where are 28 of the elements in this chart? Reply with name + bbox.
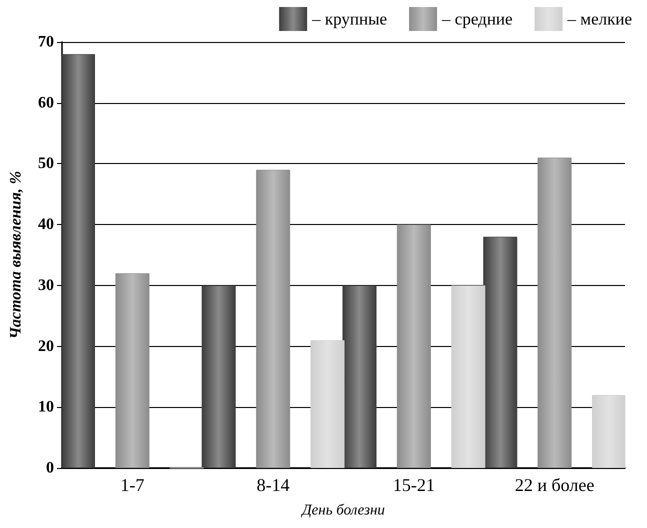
x-axis-title: День болезни xyxy=(300,502,385,518)
bar xyxy=(256,170,290,468)
y-tick-label: 60 xyxy=(38,94,54,112)
bar xyxy=(538,158,572,468)
x-tick-label: 15-21 xyxy=(392,475,435,495)
y-tick-label: 40 xyxy=(38,216,54,234)
bar xyxy=(310,340,345,468)
legend-label: – средние xyxy=(441,10,513,28)
bar xyxy=(396,224,431,468)
bar xyxy=(202,285,236,468)
x-tick-label: 1-7 xyxy=(120,475,144,495)
bar xyxy=(592,394,626,468)
bar xyxy=(115,273,150,468)
x-tick-label: 22 и более xyxy=(514,475,594,495)
y-tick-label: 0 xyxy=(46,460,54,476)
legend-label: – мелкие xyxy=(566,10,632,28)
y-axis-title: Частота выявления, % xyxy=(8,170,24,340)
legend-label: – крупные xyxy=(311,10,388,28)
y-tick-label: 10 xyxy=(38,398,54,416)
y-tick-label: 20 xyxy=(38,338,54,355)
y-tick-label: 70 xyxy=(38,34,54,50)
x-tick-label: 8-14 xyxy=(256,475,290,495)
bar xyxy=(483,236,518,468)
bar xyxy=(342,285,376,468)
bar xyxy=(451,285,486,468)
y-tick-label: 50 xyxy=(38,155,54,172)
y-tick-label: 30 xyxy=(38,276,54,294)
bar xyxy=(62,54,95,468)
